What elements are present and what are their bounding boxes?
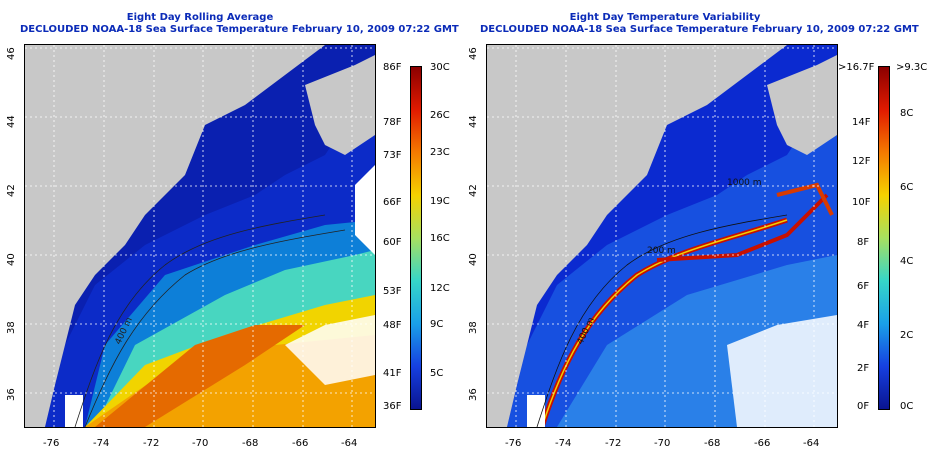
left-y-tick-46: 46 [6, 47, 17, 60]
right-x-tick-76: -76 [505, 438, 522, 449]
right-cbar-f-6: 6F [857, 281, 870, 292]
left-map-svg: 400 m [25, 45, 375, 427]
right-x-tick-68: -68 [704, 438, 721, 449]
right-contour-200: 200 m [647, 246, 676, 256]
right-title: Eight Day Temperature Variability DECLOU… [480, 12, 919, 36]
right-cbar-c-4: 4C [900, 256, 914, 267]
right-variability-map: 200 m 400 m 1000 m [486, 44, 838, 428]
left-cbar-c-12: 12C [430, 283, 450, 294]
left-x-tick-72: -72 [143, 438, 160, 449]
right-cbar-f-4: 4F [857, 320, 870, 331]
left-cbar-c-5: 5C [430, 368, 444, 379]
right-y-tick-38: 38 [468, 321, 479, 334]
right-cbar-f-2: 2F [857, 363, 870, 374]
left-cbar-f-60: 60F [383, 237, 402, 248]
left-x-tick-64: -64 [341, 438, 358, 449]
right-cbar-c-0: 0C [900, 401, 914, 412]
left-y-tick-36: 36 [6, 388, 17, 401]
right-x-tick-70: -70 [654, 438, 671, 449]
left-x-tick-76: -76 [43, 438, 60, 449]
left-cbar-c-30: 30C [430, 62, 450, 73]
left-colorbar [410, 66, 422, 410]
right-x-tick-64: -64 [803, 438, 820, 449]
left-title: Eight Day Rolling Average DECLOUDED NOAA… [20, 12, 459, 36]
right-cbar-f-14: 14F [852, 117, 871, 128]
left-cbar-f-36: 36F [383, 401, 402, 412]
left-cbar-c-9: 9C [430, 319, 444, 330]
right-cbar-c-6: 6C [900, 182, 914, 193]
left-x-tick-74: -74 [93, 438, 110, 449]
left-cbar-c-23: 23C [430, 147, 450, 158]
left-title-line1: Eight Day Rolling Average [126, 12, 274, 23]
left-cbar-f-73: 73F [383, 150, 402, 161]
right-y-tick-42: 42 [468, 184, 479, 197]
right-contour-1000: 1000 m [727, 178, 762, 188]
right-cbar-c-9-3: >9.3C [896, 62, 928, 73]
right-cbar-f-16-7: >16.7F [838, 62, 875, 73]
right-x-tick-72: -72 [605, 438, 622, 449]
left-title-line2: DECLOUDED NOAA-18 Sea Surface Temperatur… [20, 24, 459, 35]
right-cbar-f-8: 8F [857, 237, 870, 248]
right-cbar-f-12: 12F [852, 156, 871, 167]
right-map-svg: 200 m 400 m 1000 m [487, 45, 837, 427]
left-y-tick-42: 42 [6, 184, 17, 197]
left-cbar-f-41: 41F [383, 368, 402, 379]
right-title-line1: Eight Day Temperature Variability [569, 12, 761, 23]
right-cbar-c-8: 8C [900, 108, 914, 119]
left-cbar-f-48: 48F [383, 320, 402, 331]
right-y-tick-36: 36 [468, 388, 479, 401]
right-colorbar [878, 66, 890, 410]
right-y-tick-40: 40 [468, 253, 479, 266]
right-cbar-c-2: 2C [900, 330, 914, 341]
right-title-line2: DECLOUDED NOAA-18 Sea Surface Temperatur… [480, 24, 919, 35]
left-sst-map: 400 m [24, 44, 376, 428]
left-y-tick-40: 40 [6, 253, 17, 266]
right-cbar-f-10: 10F [852, 197, 871, 208]
left-cbar-c-26: 26C [430, 110, 450, 121]
right-y-tick-44: 44 [468, 115, 479, 128]
right-x-tick-66: -66 [754, 438, 771, 449]
left-cbar-f-66: 66F [383, 197, 402, 208]
left-cbar-c-16: 16C [430, 233, 450, 244]
right-cbar-f-0: 0F [857, 401, 870, 412]
left-cbar-c-19: 19C [430, 196, 450, 207]
left-cbar-f-78: 78F [383, 117, 402, 128]
left-y-tick-38: 38 [6, 321, 17, 334]
left-x-tick-70: -70 [192, 438, 209, 449]
left-x-tick-68: -68 [242, 438, 259, 449]
left-cbar-f-53: 53F [383, 286, 402, 297]
left-x-tick-66: -66 [292, 438, 309, 449]
left-cbar-f-86: 86F [383, 62, 402, 73]
right-y-tick-46: 46 [468, 47, 479, 60]
right-x-tick-74: -74 [555, 438, 572, 449]
left-y-tick-44: 44 [6, 115, 17, 128]
